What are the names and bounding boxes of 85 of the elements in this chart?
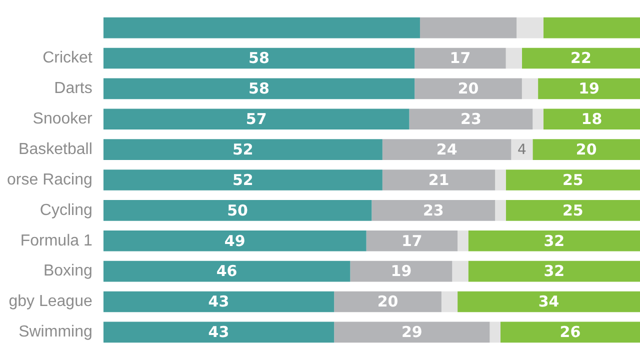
data-label: 24 [436, 140, 458, 158]
data-label: 4 [517, 142, 526, 158]
data-label: 23 [422, 201, 444, 220]
bar [103, 48, 415, 69]
bar [366, 230, 458, 252]
data-label: 23 [460, 110, 482, 128]
bar [382, 139, 512, 160]
data-label: 32 [544, 232, 565, 250]
bar [511, 139, 533, 160]
bar [409, 108, 533, 130]
data-label: 17 [401, 232, 422, 250]
bar [103, 108, 410, 130]
data-label: 49 [224, 232, 246, 250]
y-tick-label: Formula 1 [20, 232, 92, 250]
bar [522, 48, 640, 69]
bar [334, 291, 442, 312]
data-label: 26 [560, 323, 581, 342]
bar [420, 17, 517, 38]
data-label: 22 [570, 49, 592, 68]
data-label: 19 [578, 80, 600, 98]
y-tick-label: Cycling [40, 202, 92, 219]
data-label: 52 [232, 140, 254, 158]
data-label: 43 [208, 323, 230, 342]
bar [506, 48, 522, 69]
bar [103, 230, 366, 252]
data-label: 25 [562, 201, 584, 220]
data-label: 21 [428, 170, 450, 189]
y-tick-label: Boxing [43, 262, 92, 280]
bar [103, 200, 372, 221]
bar [452, 260, 468, 282]
data-label: 50 [227, 201, 248, 220]
bar [372, 200, 496, 221]
bar [103, 322, 334, 343]
data-label: 58 [248, 80, 270, 98]
bar [103, 260, 350, 282]
data-label: 19 [390, 262, 412, 280]
data-label: 20 [377, 292, 398, 311]
bar [103, 17, 420, 38]
bar [495, 200, 506, 221]
data-label: 34 [538, 292, 560, 311]
data-label: 46 [216, 262, 238, 280]
y-tick-label: Swimming [18, 324, 92, 341]
bar [414, 48, 506, 69]
data-label: 52 [232, 170, 254, 189]
bar [414, 78, 522, 100]
bar [532, 108, 544, 130]
bar [458, 230, 468, 252]
bar [532, 139, 640, 160]
data-label: 17 [450, 49, 471, 68]
bar [538, 78, 640, 100]
bar [543, 108, 640, 130]
bar [468, 260, 640, 282]
bar [543, 17, 640, 38]
y-tick-label: Darts [54, 80, 92, 98]
y-tick-label: Cricket [42, 50, 93, 67]
bar [103, 291, 334, 312]
data-label: 32 [544, 262, 565, 280]
data-label: 57 [246, 110, 267, 128]
bar [516, 17, 544, 38]
data-label: 20 [458, 80, 479, 98]
bar [495, 170, 506, 190]
data-label: 25 [562, 170, 584, 189]
y-tick-label: Snooker [32, 110, 94, 128]
bar [103, 170, 382, 190]
bar [350, 260, 452, 282]
bar [506, 200, 640, 221]
bar [506, 170, 640, 190]
bar [458, 291, 640, 312]
y-tick-label: Basketball [18, 140, 92, 158]
data-label: 43 [208, 292, 230, 311]
y-tick-label: orse Racing [7, 171, 92, 188]
data-label: 20 [576, 140, 597, 158]
data-label: 29 [401, 323, 422, 342]
bar [490, 322, 500, 343]
bar [334, 322, 490, 343]
bar [500, 322, 640, 343]
bar [103, 78, 415, 100]
data-label: 58 [248, 49, 270, 68]
bar [103, 139, 382, 160]
bar [382, 170, 496, 190]
bar [441, 291, 458, 312]
bar [468, 230, 640, 252]
y-tick-label: gby League [8, 293, 92, 310]
bar [522, 78, 538, 100]
data-label: 18 [581, 110, 602, 128]
